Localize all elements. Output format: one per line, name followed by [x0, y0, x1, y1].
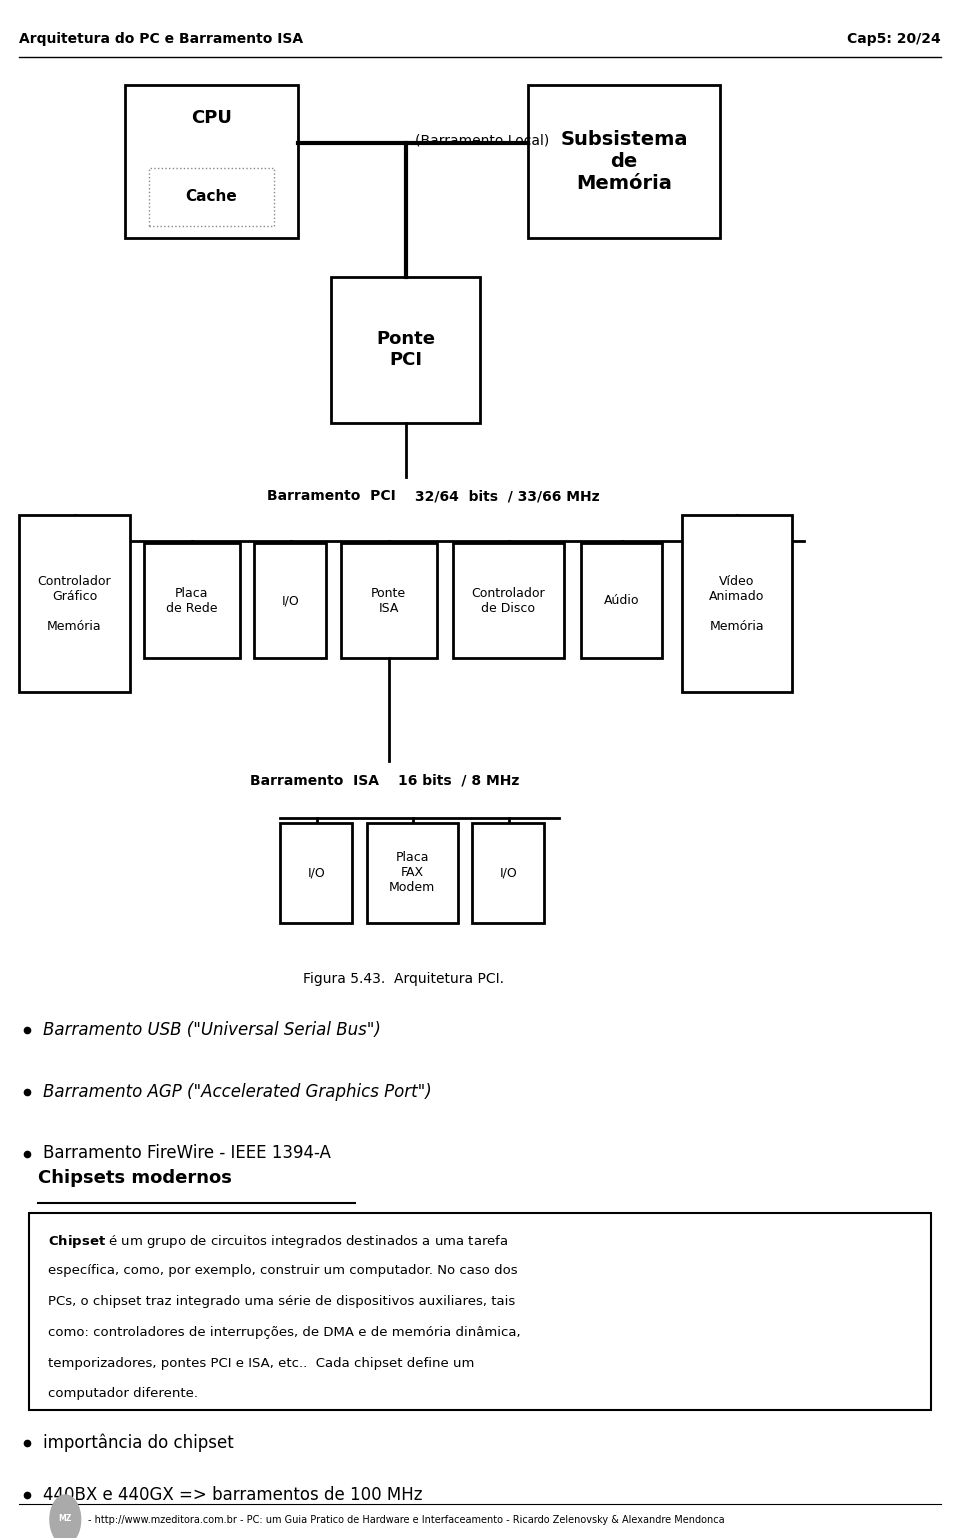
Text: Figura 5.43.  Arquitetura PCI.: Figura 5.43. Arquitetura PCI.: [302, 972, 504, 986]
Text: temporizadores, pontes PCI e ISA, etc..  Cada chipset define um: temporizadores, pontes PCI e ISA, etc.. …: [48, 1357, 474, 1369]
Bar: [149, 168, 274, 226]
Text: Chipsets modernos: Chipsets modernos: [38, 1169, 232, 1187]
Text: Arquitetura do PC e Barramento ISA: Arquitetura do PC e Barramento ISA: [19, 32, 303, 46]
Bar: [254, 543, 326, 658]
Bar: [581, 543, 662, 658]
Text: Barramento  PCI: Barramento PCI: [267, 489, 396, 503]
Bar: [29, 1213, 931, 1410]
Text: Cap5: 20/24: Cap5: 20/24: [847, 32, 941, 46]
Bar: [331, 277, 480, 423]
Text: 440BX e 440GX => barramentos de 100 MHz: 440BX e 440GX => barramentos de 100 MHz: [43, 1486, 422, 1504]
Bar: [528, 85, 720, 238]
Text: Ponte
PCI: Ponte PCI: [376, 331, 435, 369]
Bar: [144, 543, 240, 658]
Text: Ponte
ISA: Ponte ISA: [372, 586, 406, 615]
Text: Placa
de Rede: Placa de Rede: [166, 586, 218, 615]
Text: Controlador
de Disco: Controlador de Disco: [471, 586, 545, 615]
Bar: [125, 85, 298, 238]
Text: Barramento FireWire - IEEE 1394-A: Barramento FireWire - IEEE 1394-A: [43, 1144, 331, 1163]
Text: específica, como, por exemplo, construir um computador. No caso dos: específica, como, por exemplo, construir…: [48, 1264, 517, 1277]
Text: computador diferente.: computador diferente.: [48, 1387, 198, 1400]
Text: CPU: CPU: [191, 109, 231, 128]
Text: I/O: I/O: [307, 866, 325, 880]
Text: - http://www.mzeditora.com.br - PC: um Guia Pratico de Hardware e Interfaceament: - http://www.mzeditora.com.br - PC: um G…: [88, 1515, 725, 1524]
Text: Barramento AGP ("Accelerated Graphics Port"): Barramento AGP ("Accelerated Graphics Po…: [43, 1083, 432, 1101]
Text: I/O: I/O: [499, 866, 517, 880]
Text: Aúdio: Aúdio: [604, 594, 639, 608]
Circle shape: [50, 1495, 81, 1538]
Text: 16 bits  / 8 MHz: 16 bits / 8 MHz: [398, 774, 519, 787]
Text: Barramento USB ("Universal Serial Bus"): Barramento USB ("Universal Serial Bus"): [43, 1021, 381, 1040]
Text: $\bf{Chipset}$ é um grupo de circuitos integrados destinados a uma tarefa: $\bf{Chipset}$ é um grupo de circuitos i…: [48, 1233, 509, 1250]
Bar: [19, 515, 130, 692]
Text: I/O: I/O: [281, 594, 300, 608]
Text: Placa
FAX
Modem: Placa FAX Modem: [389, 852, 436, 894]
Text: como: controladores de interrupções, de DMA e de memória dinâmica,: como: controladores de interrupções, de …: [48, 1326, 520, 1338]
Text: Subsistema
de
Memória: Subsistema de Memória: [561, 131, 687, 192]
Text: Vídeo
Animado

Memória: Vídeo Animado Memória: [709, 575, 764, 632]
Bar: [367, 823, 458, 923]
Bar: [341, 543, 437, 658]
Text: Controlador
Gráfico

Memória: Controlador Gráfico Memória: [37, 575, 111, 632]
Text: (Barramento Local): (Barramento Local): [415, 134, 549, 148]
Bar: [280, 823, 352, 923]
Text: PCs, o chipset traz integrado uma série de dispositivos auxiliares, tais: PCs, o chipset traz integrado uma série …: [48, 1295, 516, 1307]
Bar: [682, 515, 792, 692]
Text: MZ: MZ: [59, 1513, 72, 1523]
Text: importância do chipset: importância do chipset: [43, 1433, 234, 1452]
Text: Cache: Cache: [185, 189, 237, 205]
Bar: [472, 823, 544, 923]
Text: 32/64  bits  / 33/66 MHz: 32/64 bits / 33/66 MHz: [415, 489, 600, 503]
Text: Barramento  ISA: Barramento ISA: [251, 774, 379, 787]
Bar: [453, 543, 564, 658]
